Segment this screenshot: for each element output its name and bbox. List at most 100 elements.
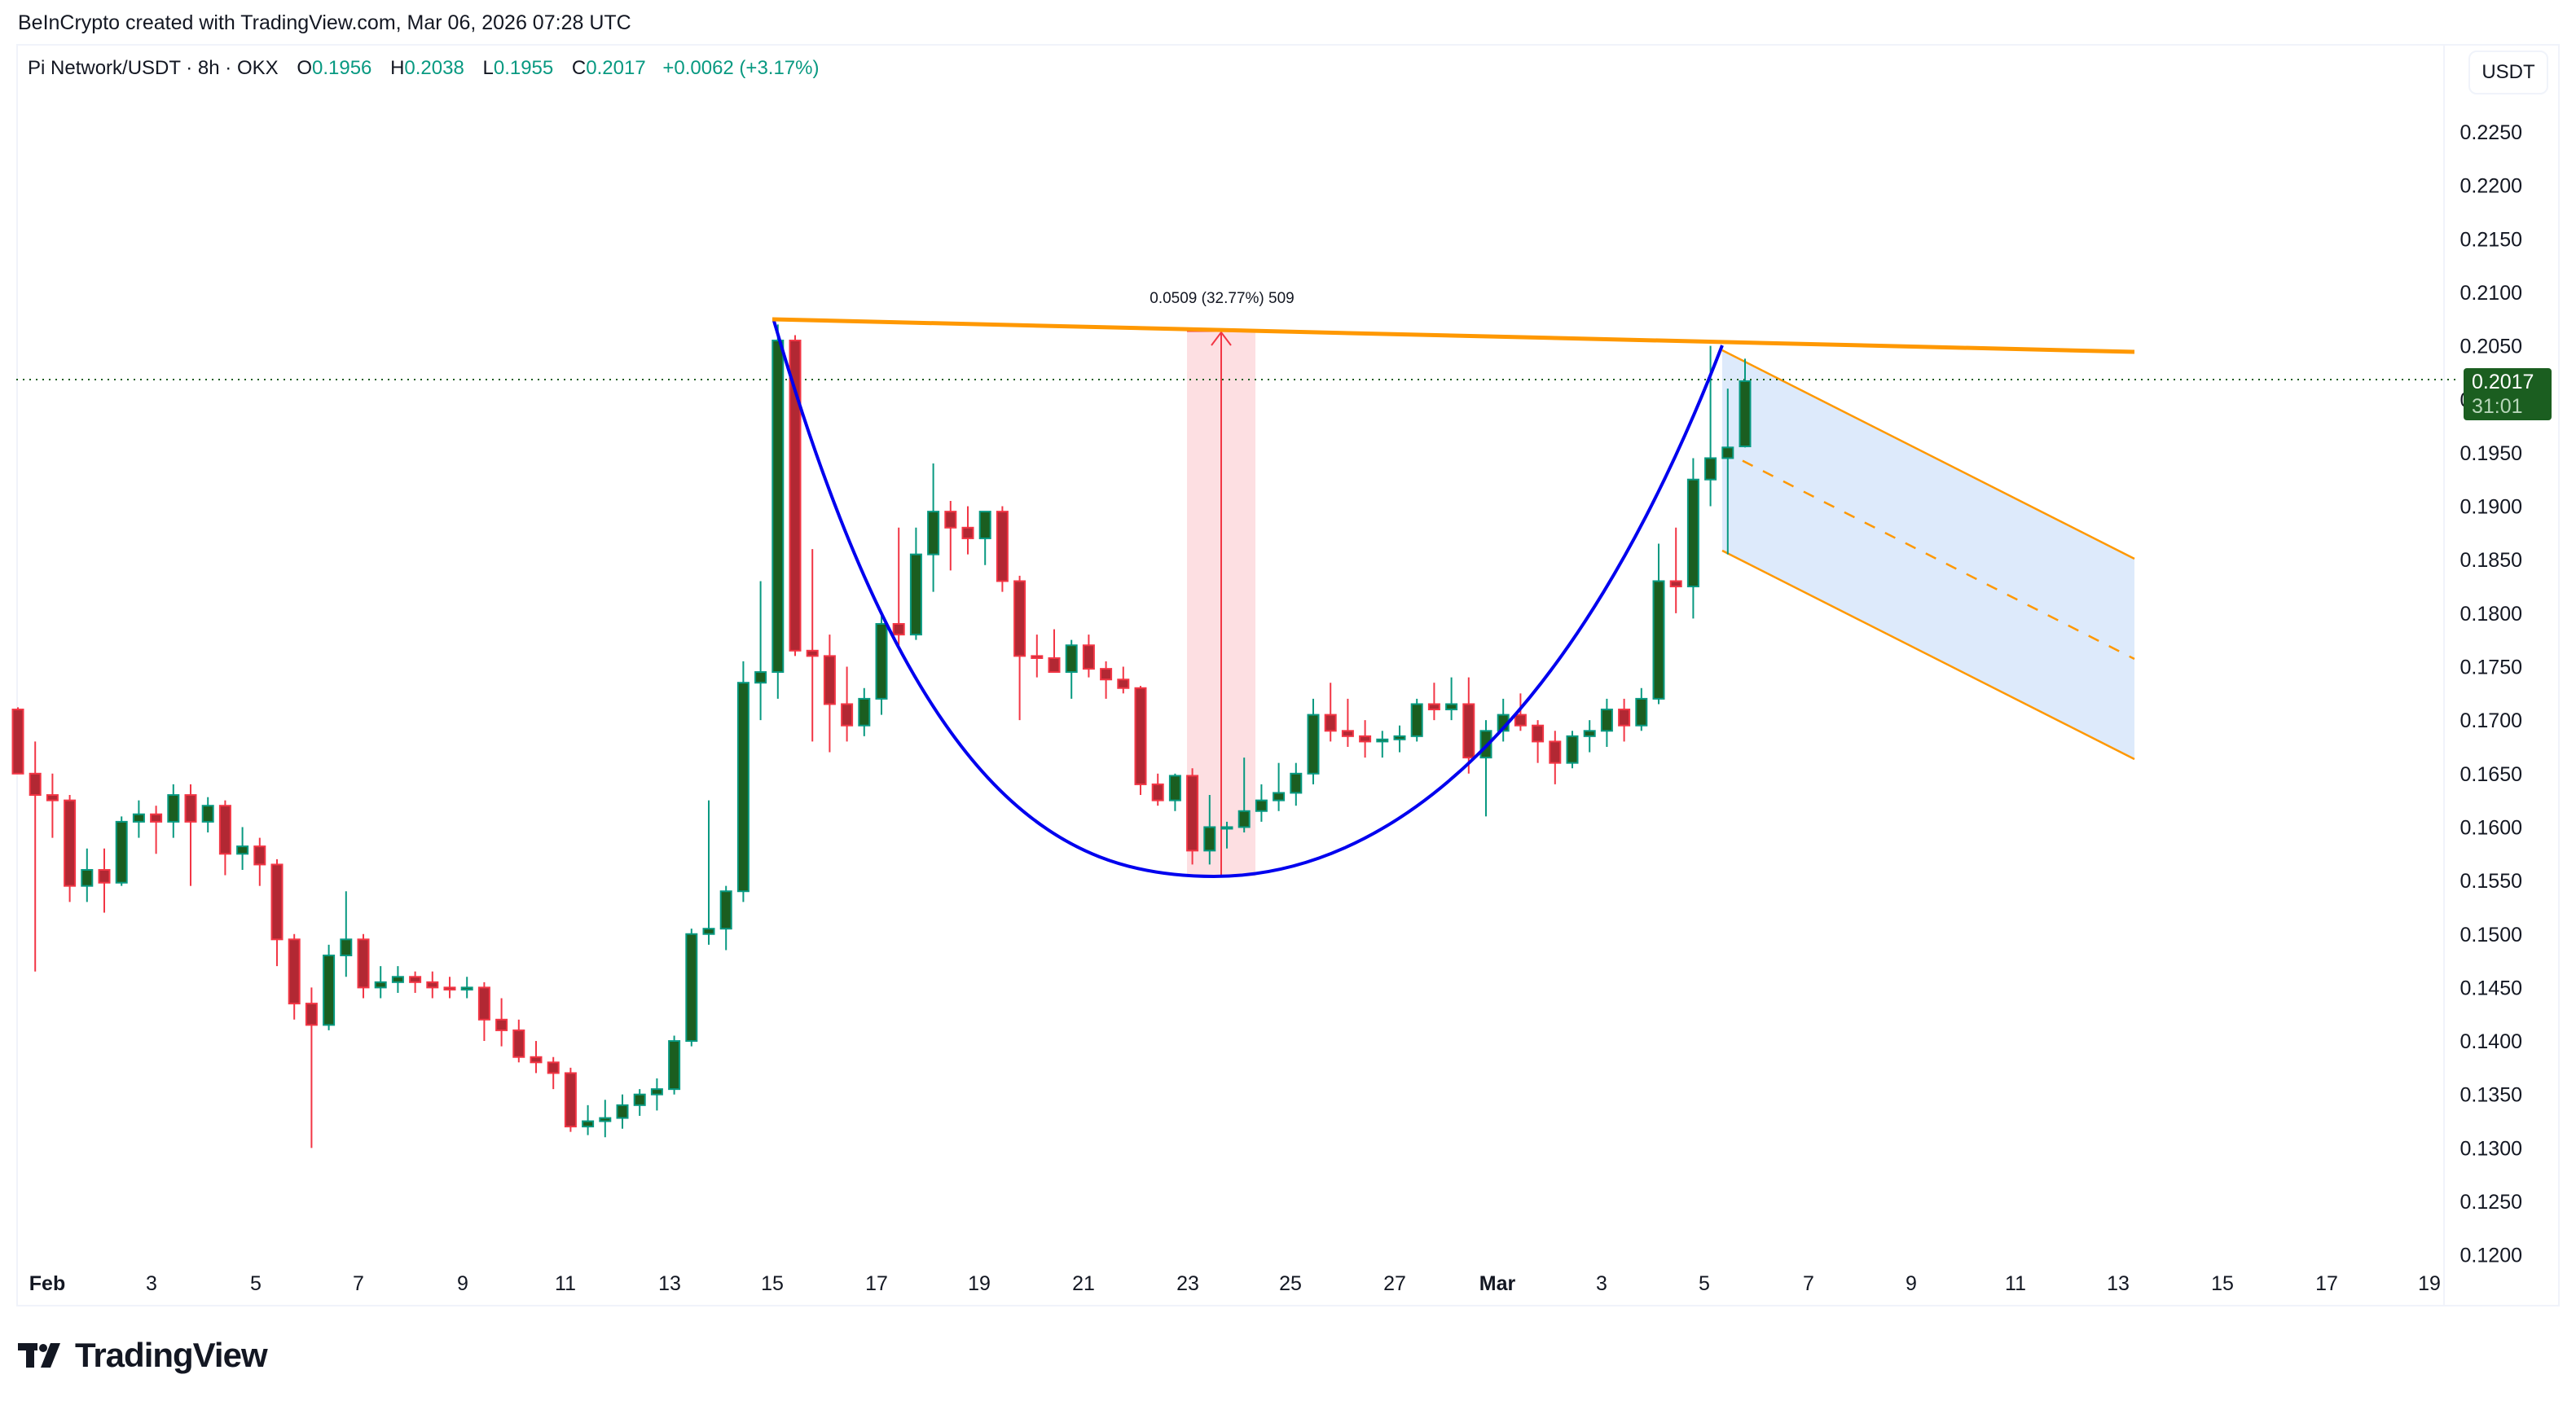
candle[interactable]: [1065, 639, 1078, 699]
candle[interactable]: [253, 837, 266, 886]
candle[interactable]: [167, 784, 180, 838]
candle[interactable]: [1393, 725, 1406, 753]
candle[interactable]: [288, 933, 301, 1020]
candle[interactable]: [1290, 762, 1303, 806]
candle[interactable]: [1117, 666, 1130, 694]
candle[interactable]: [616, 1094, 629, 1129]
candle[interactable]: [374, 966, 387, 999]
candle[interactable]: [633, 1089, 646, 1116]
candle[interactable]: [719, 885, 732, 951]
candle[interactable]: [685, 929, 698, 1047]
candle[interactable]: [46, 773, 59, 838]
candle[interactable]: [1566, 731, 1579, 769]
candle[interactable]: [1532, 720, 1545, 763]
candle[interactable]: [236, 827, 249, 870]
candle[interactable]: [29, 741, 42, 972]
candle[interactable]: [1721, 389, 1734, 555]
candle[interactable]: [702, 800, 715, 945]
candle[interactable]: [944, 500, 957, 571]
candle[interactable]: [477, 981, 490, 1042]
candle[interactable]: [270, 858, 284, 967]
candle[interactable]: [1359, 720, 1372, 758]
candle[interactable]: [11, 707, 24, 775]
candle[interactable]: [357, 933, 370, 999]
candle[interactable]: [512, 1019, 525, 1063]
candle[interactable]: [1100, 661, 1113, 699]
candle[interactable]: [978, 511, 991, 565]
candle[interactable]: [841, 666, 854, 742]
candle[interactable]: [426, 971, 439, 999]
candle[interactable]: [530, 1041, 543, 1074]
candle[interactable]: [305, 987, 318, 1148]
candle[interactable]: [1082, 635, 1095, 678]
candle[interactable]: [1255, 784, 1268, 822]
candle[interactable]: [150, 806, 163, 854]
price-axis[interactable]: 0.22500.22000.21500.21000.20500.20000.19…: [2443, 44, 2522, 1306]
candle[interactable]: [115, 816, 128, 886]
candle[interactable]: [599, 1100, 612, 1138]
time-axis[interactable]: Feb 3 5 7 9 11 13 15 17 19 21 23 25 27 Mar 3 5 7 9 11 13 15 17…: [29, 1272, 2441, 1295]
candle[interactable]: [1324, 683, 1337, 742]
tradingview-logo[interactable]: TradingView: [18, 1336, 268, 1375]
candle[interactable]: [1686, 458, 1699, 619]
candle[interactable]: [1341, 698, 1354, 747]
candle[interactable]: [1445, 677, 1458, 721]
candle[interactable]: [892, 527, 905, 646]
candle[interactable]: [64, 795, 77, 902]
candle[interactable]: [443, 977, 456, 999]
candle[interactable]: [1635, 687, 1648, 731]
candle[interactable]: [1462, 677, 1475, 774]
candle[interactable]: [132, 800, 145, 838]
candle[interactable]: [1600, 698, 1613, 747]
candle[interactable]: [1220, 821, 1233, 849]
candle[interactable]: [201, 797, 214, 833]
candle[interactable]: [1549, 731, 1562, 784]
candle[interactable]: [1739, 358, 1752, 448]
candle[interactable]: [582, 1104, 595, 1135]
candle[interactable]: [1151, 773, 1164, 806]
candle[interactable]: [875, 613, 888, 715]
candle[interactable]: [1652, 543, 1665, 705]
candle[interactable]: [1168, 773, 1181, 811]
candle[interactable]: [81, 848, 94, 902]
candle[interactable]: [1134, 686, 1147, 796]
descending-channel[interactable]: [1721, 349, 2135, 761]
candle[interactable]: [1307, 698, 1320, 784]
candle[interactable]: [1376, 731, 1389, 758]
candle[interactable]: [340, 891, 353, 977]
candle[interactable]: [1203, 795, 1216, 865]
candle[interactable]: [650, 1078, 663, 1111]
candle[interactable]: [1048, 629, 1061, 674]
candle[interactable]: [1013, 575, 1026, 721]
candle[interactable]: [1410, 698, 1423, 742]
candle[interactable]: [1514, 693, 1527, 731]
candle[interactable]: [391, 966, 404, 993]
candle[interactable]: [1427, 683, 1440, 721]
candle[interactable]: [1479, 720, 1492, 817]
resistance-line[interactable]: [771, 317, 2135, 354]
candle[interactable]: [1583, 720, 1596, 753]
candle[interactable]: [323, 944, 336, 1030]
candle[interactable]: [1669, 527, 1682, 613]
candle[interactable]: [736, 661, 750, 902]
candle[interactable]: [927, 463, 940, 592]
candle[interactable]: [771, 324, 785, 699]
candle[interactable]: [184, 784, 197, 886]
candle[interactable]: [1186, 768, 1199, 865]
candle[interactable]: [961, 506, 974, 555]
candle[interactable]: [1237, 758, 1251, 833]
candlestick-series[interactable]: [11, 324, 1752, 1148]
symbol-name[interactable]: Pi Network/USDT · 8h · OKX: [28, 57, 279, 79]
candle[interactable]: [495, 998, 508, 1047]
candle[interactable]: [1273, 762, 1286, 811]
candle[interactable]: [823, 635, 836, 753]
candle[interactable]: [98, 848, 111, 913]
candle[interactable]: [1031, 635, 1044, 678]
candle[interactable]: [409, 971, 422, 993]
candle[interactable]: [668, 1035, 681, 1095]
candle[interactable]: [1618, 698, 1631, 742]
cup-curve[interactable]: [772, 320, 1724, 879]
candle[interactable]: [858, 687, 871, 736]
candle[interactable]: [564, 1067, 577, 1132]
